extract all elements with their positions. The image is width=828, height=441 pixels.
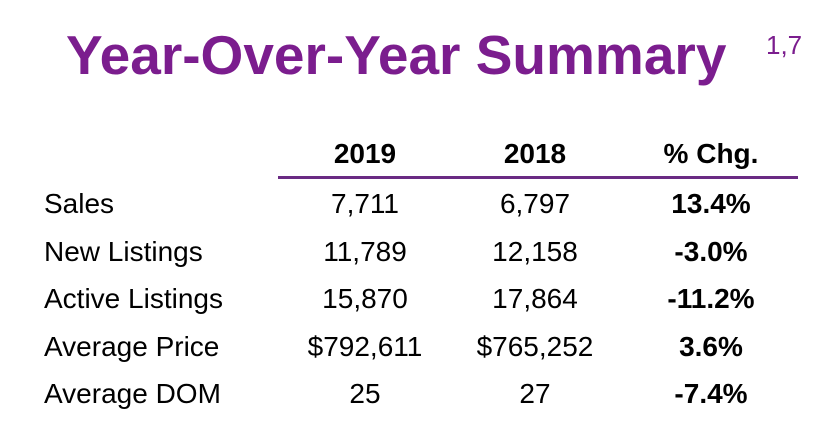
page-title: Year-Over-Year Summary — [66, 24, 727, 86]
value-2019: $792,611 — [307, 331, 423, 362]
value-2018: 6,797 — [499, 188, 571, 219]
value-pct-change: -11.2% — [667, 283, 755, 314]
row-label: Sales — [44, 188, 115, 219]
value-2018: 27 — [519, 378, 551, 409]
row-label: Average Price — [44, 331, 220, 362]
row-label: Average DOM — [44, 378, 221, 409]
value-2019: 15,870 — [322, 283, 408, 314]
header-divider — [278, 176, 798, 179]
table-row: Average Price $792,611 $765,252 3.6% — [0, 323, 828, 371]
value-pct-change: -3.0% — [674, 236, 748, 267]
value-2018: 12,158 — [492, 236, 578, 267]
row-label: Active Listings — [44, 283, 223, 314]
table-row: Average DOM 25 27 -7.4% — [0, 370, 828, 418]
table-row: Sales 7,711 6,797 13.4% — [0, 180, 828, 228]
value-2019: 11,789 — [323, 236, 407, 267]
value-pct-change: 3.6% — [679, 331, 743, 362]
value-2018: 17,864 — [492, 283, 578, 314]
table-row: New Listings 11,789 12,158 -3.0% — [0, 228, 828, 276]
value-pct-change: -7.4% — [674, 378, 748, 409]
column-header-2019: 2019 — [333, 138, 397, 169]
value-pct-change: 13.4% — [671, 188, 751, 219]
column-header-2018: 2018 — [503, 138, 567, 169]
value-2018: $765,252 — [476, 331, 594, 362]
value-2019: 25 — [349, 378, 381, 409]
column-header-pct-change: % Chg. — [663, 138, 759, 169]
value-2019: 7,711 — [331, 188, 399, 219]
table-row: Active Listings 15,870 17,864 -11.2% — [0, 275, 828, 323]
footnote-reference: 1,7 — [766, 30, 803, 60]
row-label: New Listings — [44, 236, 203, 267]
